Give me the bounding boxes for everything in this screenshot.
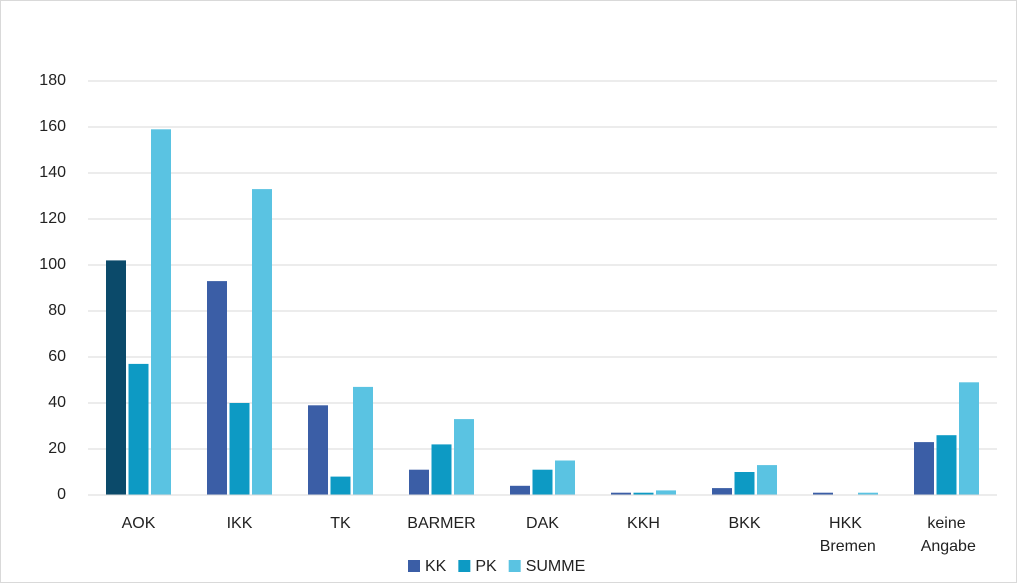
bar	[151, 129, 171, 496]
bar	[207, 281, 227, 495]
bar	[936, 435, 957, 495]
legend-swatch	[408, 560, 420, 572]
bar	[611, 492, 631, 495]
bar	[353, 386, 373, 495]
x-tick-label: AOK	[122, 515, 156, 532]
bar	[813, 492, 833, 495]
y-tick-label: 180	[39, 72, 66, 89]
x-tick-label: TK	[330, 515, 351, 532]
bar	[656, 490, 676, 495]
legend-label: PK	[475, 558, 497, 575]
legend-label: KK	[425, 558, 447, 575]
y-tick-label: 160	[39, 118, 66, 135]
bar	[128, 363, 149, 495]
bar	[308, 405, 328, 495]
bar	[532, 469, 553, 495]
bar	[229, 403, 250, 495]
y-tick-label: 20	[48, 440, 66, 457]
bar	[409, 469, 429, 495]
bar	[757, 465, 777, 495]
bar	[959, 382, 979, 495]
y-tick-label: 140	[39, 164, 66, 181]
x-tick-label: BKK	[728, 515, 760, 532]
y-tick-label: 0	[57, 486, 66, 503]
bar	[712, 488, 732, 495]
x-tick-label: IKK	[227, 515, 253, 532]
bar	[914, 442, 934, 495]
bar	[252, 189, 272, 495]
bar	[858, 492, 878, 495]
legend-label: SUMME	[526, 558, 586, 575]
bar	[555, 460, 575, 495]
bar	[431, 444, 452, 495]
y-tick-label: 80	[48, 302, 66, 319]
x-tick-label: keine Angabe	[917, 515, 976, 555]
bar	[510, 485, 530, 495]
legend-swatch	[458, 560, 471, 572]
legend-swatch	[508, 560, 521, 572]
bar	[106, 260, 126, 495]
y-tick-label: 40	[48, 394, 66, 411]
y-tick-label: 100	[39, 256, 66, 273]
x-tick-label: KKH	[627, 515, 660, 532]
y-tick-label: 60	[48, 348, 66, 365]
bar	[734, 472, 755, 495]
bar	[633, 492, 654, 495]
y-tick-label: 120	[39, 210, 66, 227]
x-tick-label: BARMER	[407, 515, 475, 532]
bar	[454, 419, 474, 495]
x-tick-label: DAK	[526, 515, 559, 532]
x-tick-label: HKK Bremen	[815, 515, 875, 555]
bar	[330, 476, 351, 495]
